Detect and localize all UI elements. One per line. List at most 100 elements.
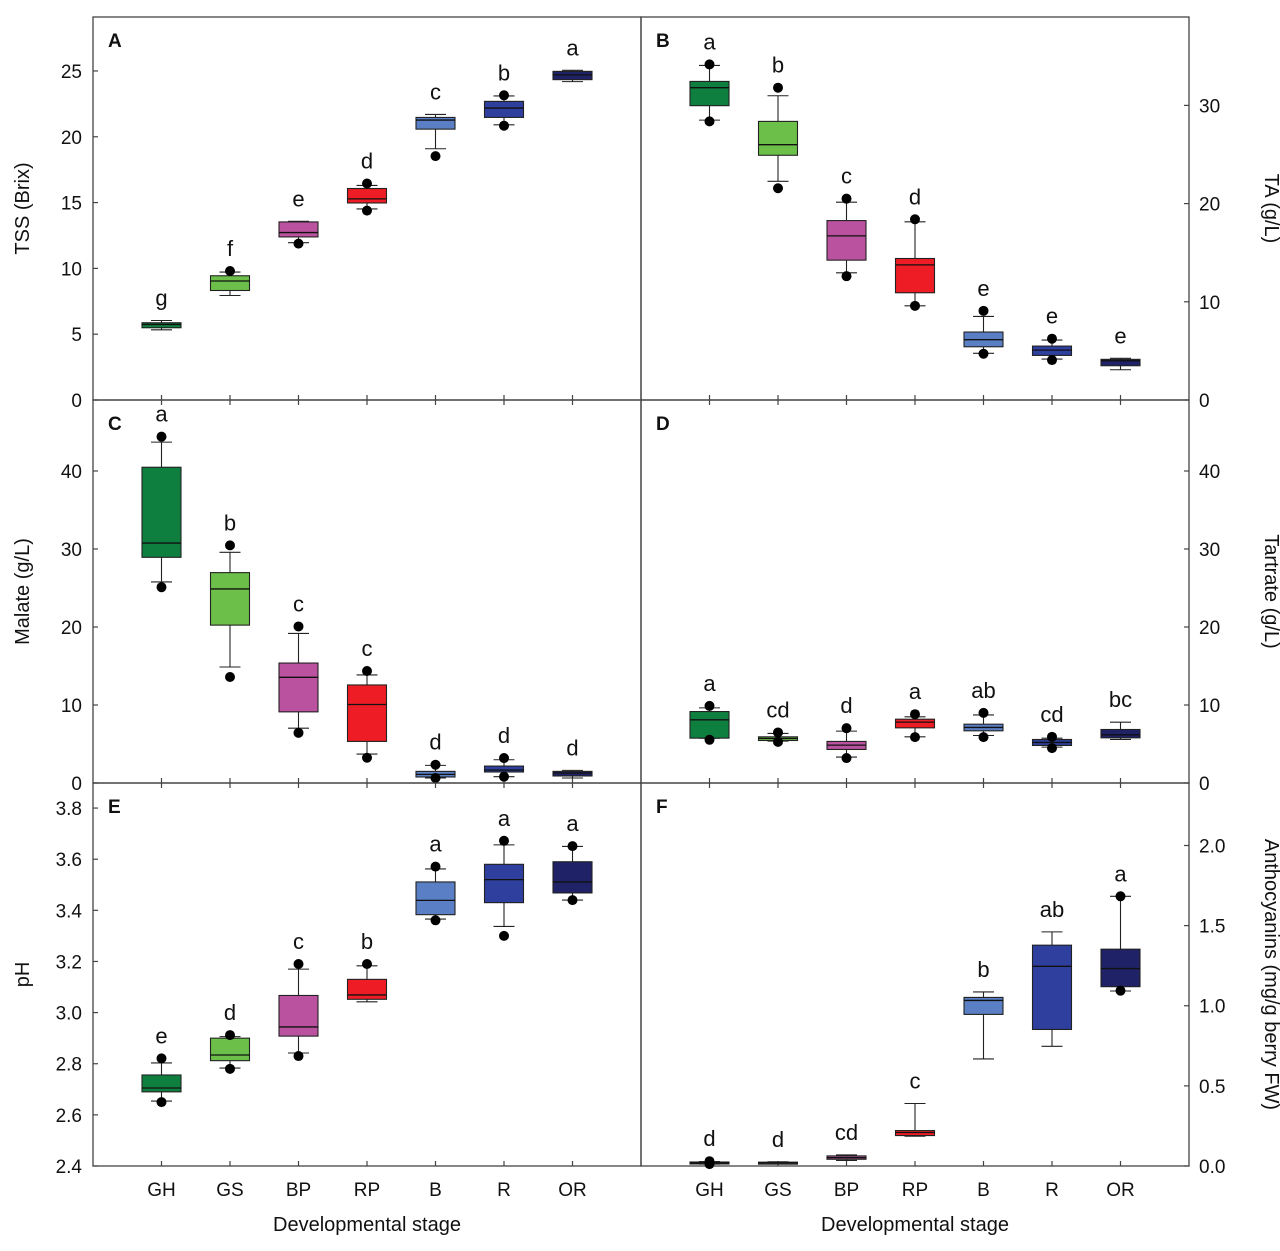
box-rp: c [346, 636, 388, 763]
box-gs: d [757, 1127, 799, 1165]
outlier-point [293, 1051, 304, 1062]
outlier-point [567, 841, 578, 852]
outlier-point [225, 671, 235, 682]
significance-letter: a [498, 806, 511, 831]
box-gh: e [141, 1023, 182, 1108]
box-rp: c [894, 1069, 936, 1137]
x-axis-title: Developmental stage [821, 1214, 1009, 1236]
box-gs: d [209, 1000, 251, 1074]
iqr-box [278, 221, 319, 238]
box-gh: d [689, 1126, 730, 1170]
outlier-point [156, 1097, 167, 1108]
iqr-box [209, 275, 251, 292]
y-tick-label: 40 [1199, 462, 1220, 483]
significance-letter: c [910, 1069, 921, 1094]
outlier-point [1047, 333, 1057, 344]
iqr-box [346, 978, 388, 1000]
y-tick-label: 3.0 [56, 1004, 82, 1025]
box-r: cd [1031, 702, 1073, 754]
box-b: ab [963, 678, 1004, 743]
box-bp: c [278, 929, 319, 1062]
y-tick-label: 0 [71, 774, 82, 795]
iqr-box [894, 257, 936, 294]
panel-b: B 0 10 20 30 TA (g/L) a b c d e e e [640, 16, 1280, 412]
box-b: a [415, 832, 456, 926]
iqr-box [141, 1074, 182, 1093]
y-tick-label: 20 [1199, 618, 1220, 639]
significance-letter: cd [835, 1120, 858, 1145]
box-or: bc [1100, 687, 1141, 741]
outlier-point [704, 734, 715, 745]
significance-letter: c [293, 929, 304, 954]
y-tick-label: 10 [1199, 293, 1220, 314]
outlier-point [978, 348, 989, 359]
iqr-box [1100, 358, 1141, 367]
panel-label: C [108, 414, 122, 435]
y-tick-label: 40 [61, 462, 82, 483]
outlier-point [499, 120, 509, 131]
box-rp: b [346, 929, 388, 1003]
iqr-box [209, 1037, 251, 1062]
box-r: e [1031, 304, 1073, 366]
iqr-box [894, 718, 936, 729]
significance-letter: e [292, 186, 304, 211]
box-rp: d [346, 148, 388, 216]
significance-letter: e [1114, 323, 1126, 348]
x-axis-title: Developmental stage [273, 1214, 461, 1236]
outlier-point [978, 707, 989, 718]
y-tick-label: 0 [1199, 391, 1210, 412]
iqr-box [826, 220, 867, 261]
outlier-point [841, 271, 852, 282]
significance-letter: b [498, 60, 510, 85]
outlier-point [225, 1030, 235, 1041]
outlier-point [704, 700, 715, 711]
significance-letter: ab [971, 678, 995, 703]
outlier-point [430, 915, 441, 926]
y-tick-label: 2.8 [56, 1055, 82, 1076]
panel-f: F 0.0 0.5 1.0 1.5 2.0 Anthocyanins (mg/g berry… [640, 782, 1280, 1236]
y-tick-label: 0 [1199, 774, 1210, 795]
outlier-point [1047, 731, 1057, 742]
significance-letter: e [155, 1023, 167, 1048]
outlier-point [499, 771, 509, 782]
box-gh: a [689, 671, 730, 745]
y-tick-label: 0 [71, 391, 82, 412]
y-tick-label: 3.8 [56, 799, 82, 820]
box-gs: cd [757, 697, 799, 747]
y-tick-label: 25 [61, 62, 82, 83]
outlier-point [773, 183, 783, 194]
significance-letter: b [224, 510, 236, 535]
outlier-point [156, 582, 167, 593]
iqr-box [963, 996, 1004, 1015]
y-tick-label: 1.5 [1199, 917, 1225, 938]
box-gs: b [757, 53, 799, 194]
y-tick-label: 2.4 [56, 1157, 83, 1178]
significance-letter: a [703, 29, 716, 54]
iqr-box [141, 466, 182, 558]
iqr-box [552, 861, 593, 894]
outlier-point [978, 732, 989, 743]
x-tick-label: OR [1106, 1180, 1135, 1201]
outlier-point [1115, 891, 1126, 902]
outlier-point [362, 665, 372, 676]
y-tick-label: 20 [1199, 195, 1220, 216]
y-tick-label: 5 [71, 325, 82, 346]
x-tick-label: B [977, 1180, 990, 1201]
box-bp: c [826, 164, 867, 282]
significance-letter: d [772, 1127, 784, 1152]
box-r: ab [1031, 897, 1073, 1047]
outlier-point [225, 266, 235, 277]
y-tick-label: 3.4 [56, 901, 83, 922]
box-or: a [1100, 861, 1141, 996]
significance-letter: a [566, 811, 579, 836]
significance-letter: f [227, 236, 234, 261]
y-tick-label: 0.5 [1199, 1077, 1225, 1098]
significance-letter: cd [1040, 702, 1063, 727]
outlier-point [773, 727, 783, 738]
significance-letter: e [1046, 304, 1058, 329]
outlier-point [1047, 355, 1057, 366]
y-tick-label: 30 [1199, 96, 1220, 117]
box-r: b [483, 60, 525, 131]
y-axis-title: Anthocyanins (mg/g berry FW) [1260, 839, 1280, 1110]
